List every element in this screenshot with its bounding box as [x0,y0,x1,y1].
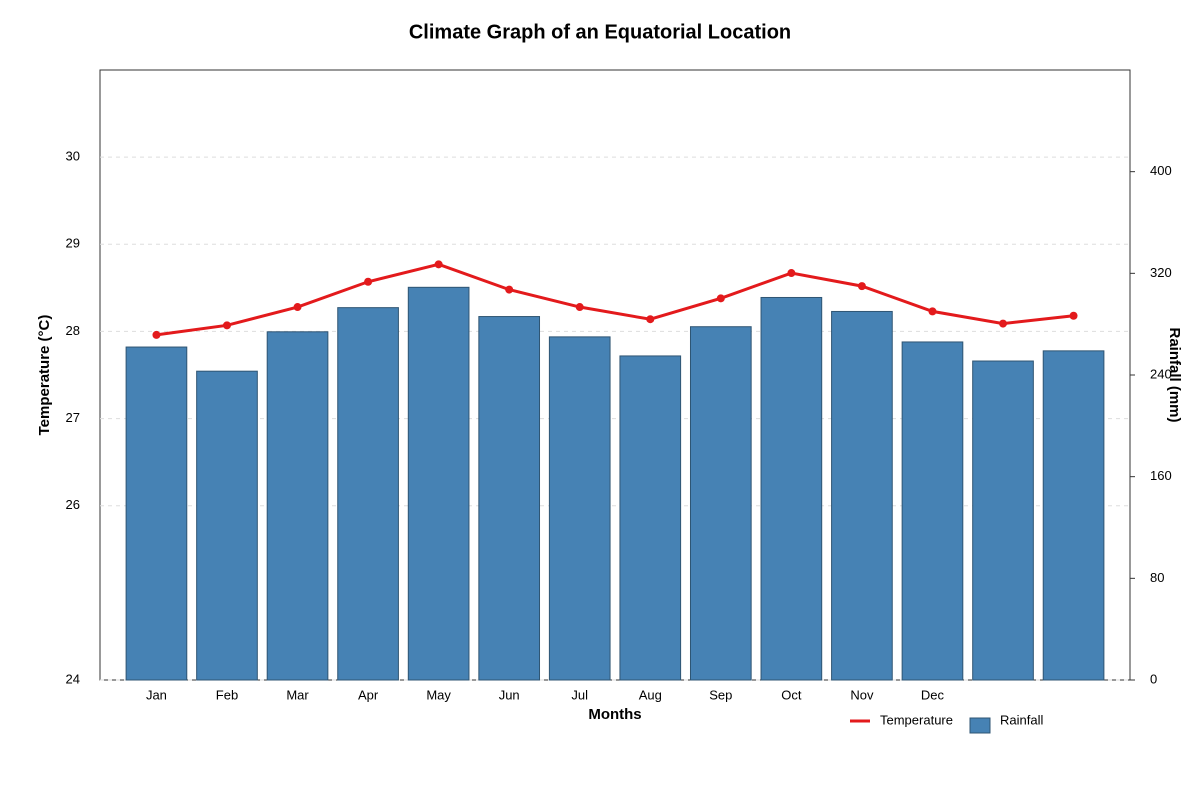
bar [689,326,752,681]
x-tick-label: Nov [850,687,874,702]
bar [266,331,329,681]
point [787,269,796,278]
point [928,307,937,316]
point [646,315,655,324]
y2-tick-label: 240 [1150,366,1172,381]
y2-tick-label: 80 [1150,570,1164,585]
point [857,282,866,291]
bar [337,307,399,681]
point [152,330,161,339]
bar [760,296,823,681]
point [505,285,514,294]
bar [125,346,188,681]
point [1069,311,1078,320]
bar [407,286,470,681]
y2-tick-label: 320 [1150,265,1172,280]
bar [196,370,258,681]
legend-swatch [969,717,991,734]
y-axis-label: Temperature (°C) [36,315,53,436]
x-tick-label: Jul [571,687,588,702]
line [156,262,1074,337]
bar [831,310,893,681]
x-tick-label: Sep [709,687,732,702]
bar [901,341,964,681]
point [434,260,443,269]
x-tick-label: Dec [921,687,945,702]
x-tick-label: Apr [358,687,379,702]
x-tick-label: Jun [499,687,520,702]
y-tick-label: 26 [66,497,80,512]
y-tick-label: 27 [66,410,80,425]
y-tick-label: 29 [66,236,80,251]
x-tick-label: Feb [216,687,238,702]
bar [619,355,682,681]
x-tick-label: Jan [146,687,167,702]
chart-title: Climate Graph of an Equatorial Location [409,21,791,43]
x-tick-label: Aug [639,687,662,702]
bar [1042,350,1105,681]
x-tick-label: May [426,687,451,702]
x-tick-label: Mar [286,687,309,702]
y-tick-label: 28 [66,323,80,338]
legend-label: Rainfall [1000,712,1043,727]
legend-label: Temperature [880,712,953,727]
bar [478,316,541,681]
y2-axis-label: Rainfall (mm) [1166,327,1183,422]
point [716,294,725,303]
point [364,277,373,286]
y2-tick-label: 160 [1150,468,1172,483]
bar [548,336,611,681]
y2-tick-label: 0 [1150,671,1157,686]
bar [972,360,1034,681]
point [293,303,302,312]
y-tick-label: 24 [66,671,80,686]
point [575,303,584,312]
x-tick-label: Oct [781,687,802,702]
y-tick-label: 30 [66,149,80,164]
point [222,321,231,330]
y2-tick-label: 400 [1150,163,1172,178]
x-axis-label: Months [588,706,641,723]
point [999,319,1008,328]
